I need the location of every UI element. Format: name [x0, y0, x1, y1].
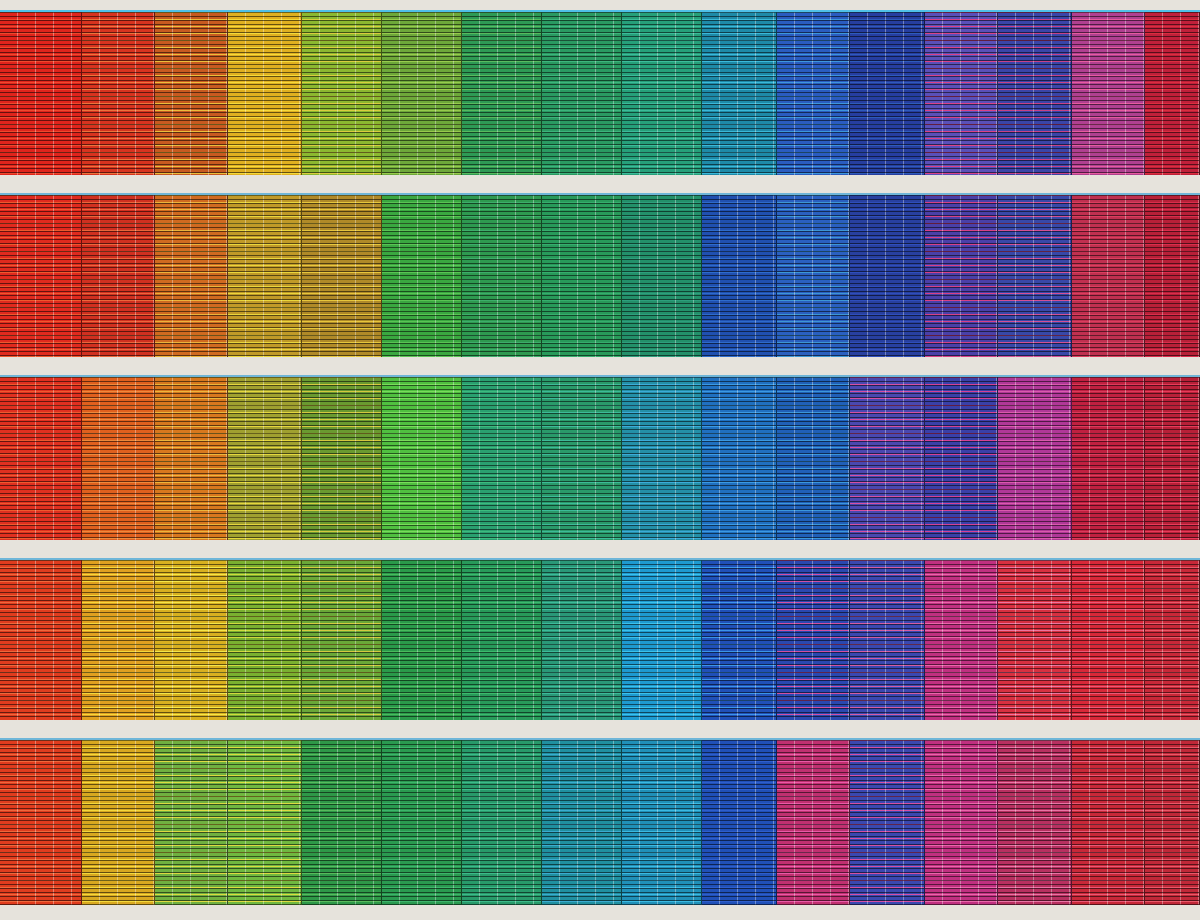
window-blind	[1145, 377, 1200, 540]
facade-ledge	[0, 720, 1200, 740]
window-blind	[998, 740, 1072, 905]
facade-ledge	[0, 0, 1200, 12]
window-blind	[1072, 560, 1145, 720]
window-blind	[702, 377, 777, 540]
window-blind	[382, 560, 462, 720]
window-blind	[462, 12, 542, 175]
window-blind	[228, 560, 302, 720]
window-blind	[462, 740, 542, 905]
window-blind	[925, 12, 998, 175]
window-blind	[998, 560, 1072, 720]
window-blind	[228, 377, 302, 540]
window-blind	[850, 377, 925, 540]
window-blind	[542, 12, 622, 175]
window-blind	[155, 560, 228, 720]
window-blind	[1072, 740, 1145, 905]
blind-row-3	[0, 377, 1200, 540]
window-blind	[302, 560, 382, 720]
window-blind	[382, 740, 462, 905]
window-blind	[925, 377, 998, 540]
window-blind	[702, 12, 777, 175]
window-blind	[82, 12, 155, 175]
window-blind	[82, 195, 155, 357]
window-blind	[925, 560, 998, 720]
window-blind	[542, 740, 622, 905]
window-blind	[0, 12, 82, 175]
window-blind	[1072, 12, 1145, 175]
window-blind	[777, 377, 850, 540]
window-blind	[850, 195, 925, 357]
window-blind	[82, 740, 155, 905]
window-blind	[382, 12, 462, 175]
window-blind	[777, 12, 850, 175]
blind-row-2	[0, 195, 1200, 357]
window-blind	[82, 377, 155, 540]
window-blind	[542, 195, 622, 357]
window-blind	[1145, 195, 1200, 357]
window-blind	[777, 740, 850, 905]
window-blind	[82, 560, 155, 720]
window-blind	[925, 740, 998, 905]
window-blind	[542, 377, 622, 540]
window-blind	[1145, 740, 1200, 905]
window-blind	[0, 377, 82, 540]
window-blind	[155, 740, 228, 905]
window-blind	[702, 195, 777, 357]
window-blind	[155, 12, 228, 175]
window-blind	[1072, 195, 1145, 357]
window-blind	[228, 12, 302, 175]
window-blind	[0, 740, 82, 905]
window-blind	[998, 377, 1072, 540]
window-blind	[622, 12, 702, 175]
window-blind	[302, 195, 382, 357]
window-blind	[850, 560, 925, 720]
window-blind	[1145, 560, 1200, 720]
blind-row-1	[0, 12, 1200, 175]
window-blind	[777, 195, 850, 357]
window-blind	[302, 12, 382, 175]
window-blind	[382, 195, 462, 357]
facade-ledge	[0, 540, 1200, 560]
facade-ledge	[0, 905, 1200, 920]
window-blind	[702, 560, 777, 720]
window-blind	[850, 740, 925, 905]
window-blind	[998, 195, 1072, 357]
window-blind	[702, 740, 777, 905]
window-blind	[302, 377, 382, 540]
window-blind	[462, 560, 542, 720]
facade-ledge	[0, 175, 1200, 195]
window-blind	[850, 12, 925, 175]
window-blind	[0, 195, 82, 357]
blind-row-4	[0, 560, 1200, 720]
window-blind	[382, 377, 462, 540]
window-blind	[155, 195, 228, 357]
window-blind	[0, 560, 82, 720]
blind-row-5	[0, 740, 1200, 905]
window-blind	[302, 740, 382, 905]
window-blind	[622, 560, 702, 720]
window-blind	[462, 377, 542, 540]
window-blind	[228, 195, 302, 357]
window-blind	[542, 560, 622, 720]
window-blind	[462, 195, 542, 357]
facade-ledge	[0, 357, 1200, 377]
window-blind	[1145, 12, 1200, 175]
window-blind	[998, 12, 1072, 175]
window-blind	[925, 195, 998, 357]
window-blind	[1072, 377, 1145, 540]
window-blind	[155, 377, 228, 540]
window-blind	[622, 195, 702, 357]
window-blind	[622, 377, 702, 540]
window-blind	[622, 740, 702, 905]
window-blind	[777, 560, 850, 720]
window-blind	[228, 740, 302, 905]
